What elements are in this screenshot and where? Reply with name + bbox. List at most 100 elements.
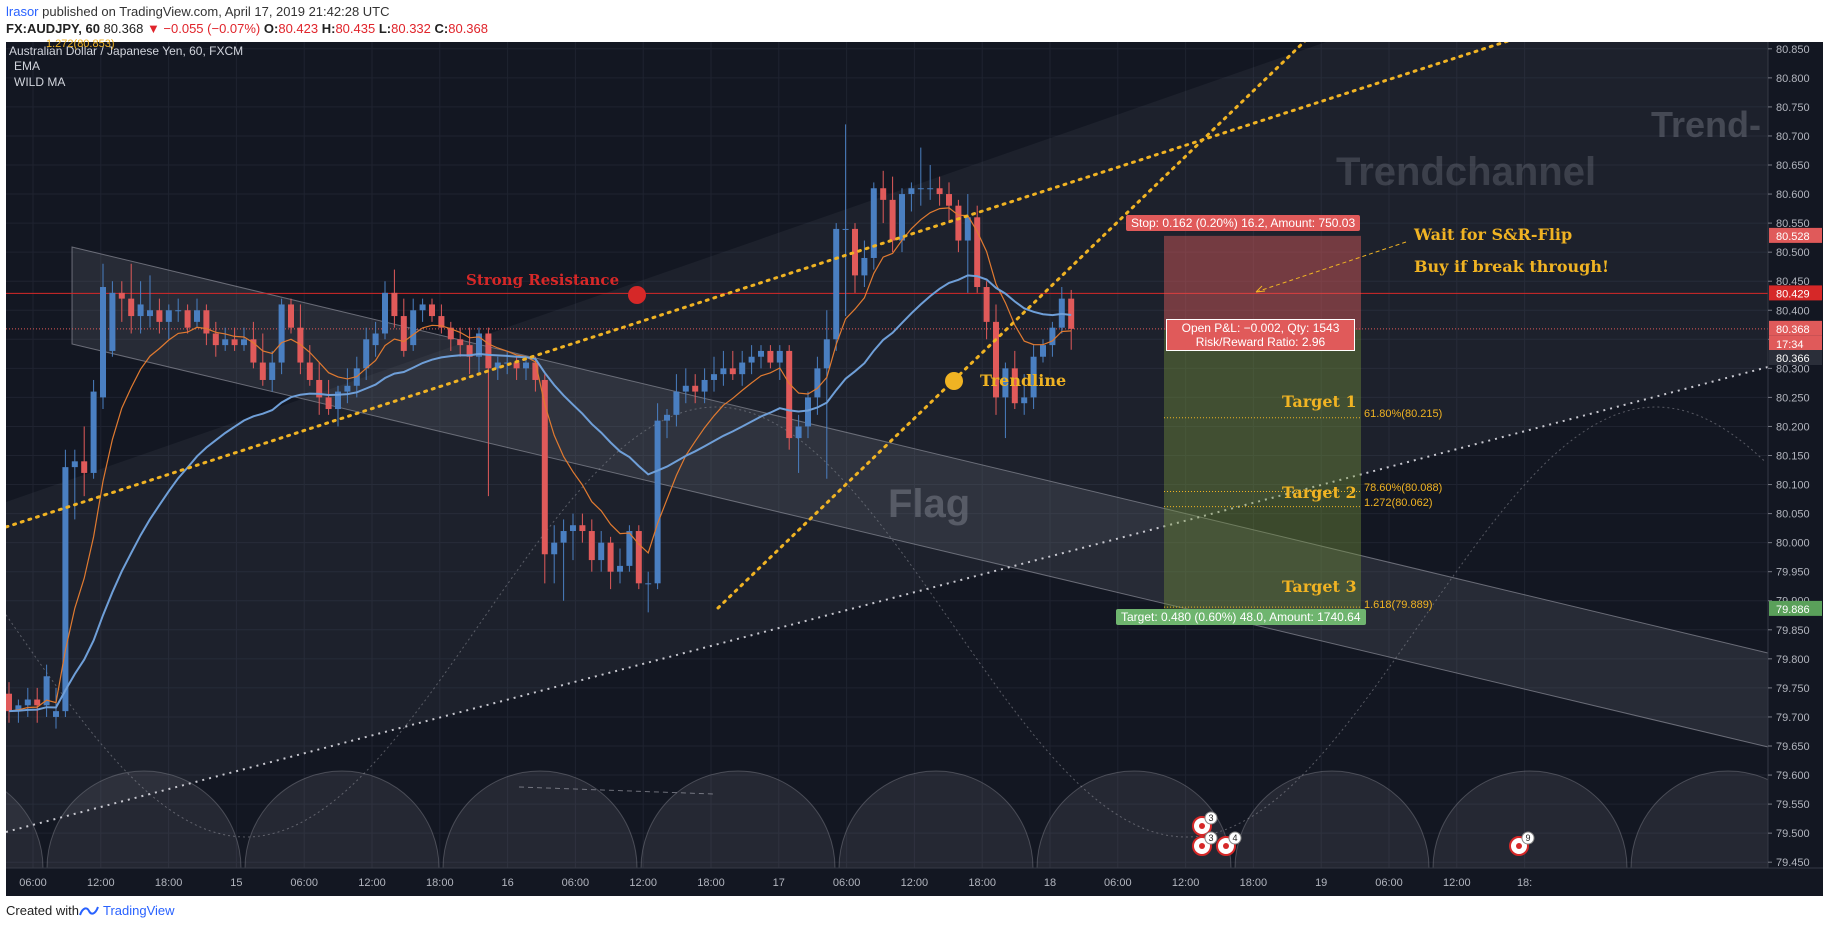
price-label-bg xyxy=(1769,335,1822,351)
candle-body xyxy=(767,350,774,363)
candle-body xyxy=(372,333,379,346)
close-value: 80.368 xyxy=(448,21,488,36)
flag-label: Flag xyxy=(888,482,971,526)
cycle-arc xyxy=(1432,770,1628,869)
time-tick-label: 15 xyxy=(230,877,242,889)
price-tick-label: 80.000 xyxy=(1776,538,1810,550)
published-text: published on TradingView.com, April 17, … xyxy=(42,4,390,19)
time-tick-label: 12:00 xyxy=(87,877,115,889)
candle-body xyxy=(156,310,163,322)
cycle-arc xyxy=(640,770,836,869)
event-badge-count: 4 xyxy=(1232,833,1237,843)
last-price: 80.368 xyxy=(103,21,144,36)
time-tick-label: 16 xyxy=(501,877,513,889)
candle-body xyxy=(748,356,755,363)
open-pl-box[interactable]: Open P&L: −0.002, Qty: 1543 Risk/Reward … xyxy=(1166,319,1355,351)
target-box[interactable]: Target: 0.480 (0.60%) 48.0, Amount: 1740… xyxy=(1116,609,1366,625)
fib-618-label: 61.80%(80.215) xyxy=(1364,408,1443,420)
ema-line xyxy=(8,207,1072,712)
price-label-group: 80.366 xyxy=(1769,350,1822,366)
candle-body xyxy=(504,362,511,364)
candle-body xyxy=(936,188,943,195)
candle-body xyxy=(15,705,22,712)
trend-channel xyxy=(6,42,1768,832)
price-label: 80.368 xyxy=(1776,324,1810,336)
target3-label: Target 3 xyxy=(1282,577,1357,596)
price-tick-label: 79.700 xyxy=(1776,712,1810,724)
long-position-tool[interactable] xyxy=(1164,235,1361,609)
price-tick-label: 79.800 xyxy=(1776,654,1810,666)
candle-body xyxy=(692,385,699,392)
candle-body xyxy=(476,333,482,357)
candle-body xyxy=(269,362,276,380)
price-tick-label: 79.500 xyxy=(1776,828,1810,840)
price-tick-label: 80.550 xyxy=(1776,218,1810,230)
ohlc-header: FX:AUDJPY, 60 80.368 ▼ −0.055 (−0.07%) O… xyxy=(6,21,488,36)
author-link[interactable]: lrasor xyxy=(6,4,39,19)
time-tick-label: 12:00 xyxy=(629,877,657,889)
candle-body xyxy=(795,426,802,439)
candle-body xyxy=(400,316,407,351)
candle-body xyxy=(852,228,858,276)
fib-786-label: 78.60%(80.088) xyxy=(1364,482,1443,494)
candle-body xyxy=(316,379,323,398)
price-tick-label: 80.750 xyxy=(1776,102,1810,114)
legend-wild-ma[interactable]: WILD MA xyxy=(14,75,66,89)
stop-box[interactable]: Stop: 0.162 (0.20%) 16.2, Amount: 750.03 xyxy=(1126,215,1361,231)
moving-averages xyxy=(8,207,1072,713)
candle-body xyxy=(570,525,576,532)
candle-body xyxy=(513,362,520,369)
trendline-marker xyxy=(945,372,963,390)
candle-body xyxy=(222,339,229,346)
price-label: 80.429 xyxy=(1776,288,1810,300)
price-axis[interactable]: 80.850 80.800 80.750 80.700 80.650 80.600 80.5… xyxy=(1767,42,1823,869)
candle-body xyxy=(147,310,153,317)
time-tick-label: 12:00 xyxy=(358,877,386,889)
candle-body xyxy=(560,531,567,543)
footer: Created with TradingView xyxy=(6,903,175,918)
candle-body xyxy=(729,368,736,375)
time-tick-label: 06:00 xyxy=(833,877,861,889)
candle-body xyxy=(410,310,417,346)
cycle-arc xyxy=(1234,770,1430,869)
open-value: 80.423 xyxy=(278,21,319,36)
chart-area[interactable]: 3 3 4 9 80.850 80.800 80.750 80.700 80.650 80.60… xyxy=(0,38,1826,896)
price-label-bg xyxy=(1769,320,1822,336)
candle-body xyxy=(1021,397,1028,404)
candle-body xyxy=(833,228,840,340)
price-tick-label: 80.050 xyxy=(1776,509,1810,521)
candle-body xyxy=(71,461,78,468)
dashed-segment xyxy=(518,786,715,795)
strong-resistance-label: Strong Resistance xyxy=(466,271,620,289)
time-tick-label: 19 xyxy=(1315,877,1327,889)
price-label-bg xyxy=(1769,350,1822,366)
price-label: 80.366 xyxy=(1776,353,1810,365)
candle-body xyxy=(278,304,285,363)
candle-body xyxy=(1011,368,1018,404)
candle-body xyxy=(870,188,877,258)
open-label: O: xyxy=(263,21,279,36)
price-tick-label: 80.450 xyxy=(1776,276,1810,288)
legend-ema[interactable]: EMA xyxy=(14,59,41,73)
candle-body xyxy=(814,368,821,398)
event-badge-group: 4 xyxy=(1216,831,1242,856)
time-axis[interactable]: 06:00 12:00 18:00 15 06:00 12:00 18:00 16 06:00 1… xyxy=(6,867,1823,896)
horizontal-lines xyxy=(6,292,1768,330)
candle-body xyxy=(241,339,247,346)
candle-body xyxy=(175,310,182,312)
candle-body xyxy=(438,316,445,328)
event-badge-count-bg xyxy=(1204,811,1218,825)
price-label: 80.528 xyxy=(1776,231,1810,243)
tradingview-link[interactable]: TradingView xyxy=(102,903,175,918)
high-label: H: xyxy=(321,21,336,36)
candle-body xyxy=(532,362,539,380)
price-tick-label: 80.650 xyxy=(1776,160,1810,172)
price-label-group: 79.886 xyxy=(1769,600,1822,616)
candle-body xyxy=(419,304,426,311)
candle-body xyxy=(523,362,529,369)
price-tick-label: 79.650 xyxy=(1776,741,1810,753)
candle-body xyxy=(288,304,294,328)
time-tick-label: 06:00 xyxy=(1104,877,1132,889)
candle-body xyxy=(1030,356,1037,398)
cycle-arc xyxy=(0,786,44,869)
